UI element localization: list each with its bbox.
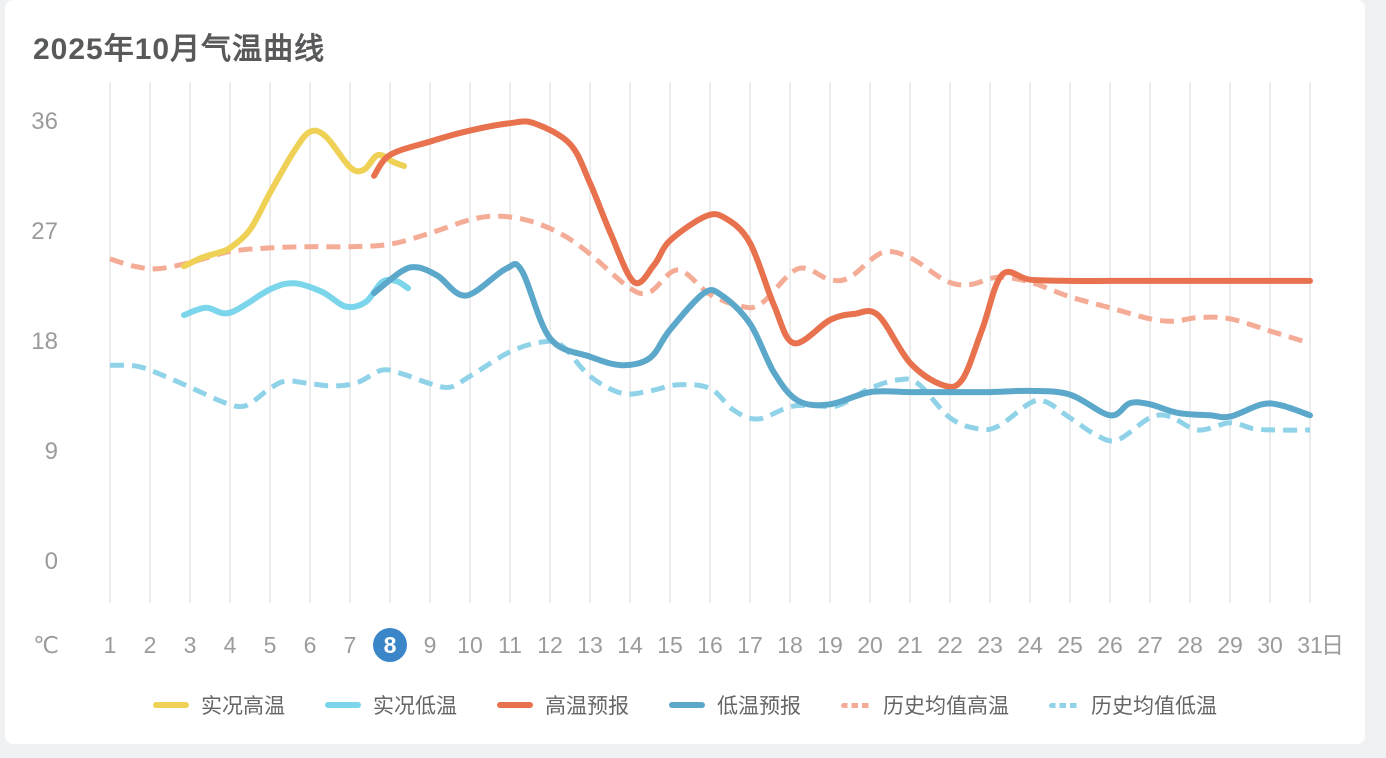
y-tick-18: 18 xyxy=(31,328,58,355)
x-tick-7[interactable]: 7 xyxy=(343,632,357,658)
legend-swatch-actual-high xyxy=(153,702,189,708)
legend-label-forecast-high: 高温预报 xyxy=(545,695,629,718)
x-tick-15[interactable]: 15 xyxy=(657,632,683,658)
y-tick-27: 27 xyxy=(31,218,58,245)
legend-label-actual-high: 实况高温 xyxy=(201,695,285,718)
legend-label-hist-avg-low: 历史均值低温 xyxy=(1091,695,1217,718)
legend-swatch-hist-avg-high xyxy=(841,702,871,708)
legend-item-forecast-low[interactable]: 低温预报 xyxy=(669,690,801,720)
selected-day-badge[interactable]: 8 xyxy=(373,628,407,662)
x-tick-6[interactable]: 6 xyxy=(303,632,317,658)
x-tick-26[interactable]: 26 xyxy=(1097,632,1123,658)
x-tick-29[interactable]: 29 xyxy=(1217,632,1243,658)
y-axis-unit-label: ℃ xyxy=(33,632,59,658)
x-tick-5[interactable]: 5 xyxy=(263,632,277,658)
legend-item-actual-low[interactable]: 实况低温 xyxy=(325,690,457,720)
y-tick-0: 0 xyxy=(44,548,58,575)
x-tick-13[interactable]: 13 xyxy=(577,632,603,658)
x-tick-1[interactable]: 1 xyxy=(103,632,117,658)
x-tick-27[interactable]: 27 xyxy=(1137,632,1163,658)
x-tick-31[interactable]: 31 xyxy=(1297,632,1323,658)
chart-title: 2025年10月气温曲线 xyxy=(33,33,326,66)
x-tick-18[interactable]: 18 xyxy=(777,632,803,658)
x-tick-22[interactable]: 22 xyxy=(937,632,963,658)
legend-label-forecast-low: 低温预报 xyxy=(717,695,801,718)
legend-label-actual-low: 实况低温 xyxy=(373,695,457,718)
legend-item-hist-avg-high[interactable]: 历史均值高温 xyxy=(841,690,1009,720)
x-tick-12[interactable]: 12 xyxy=(537,632,563,658)
x-tick-23[interactable]: 23 xyxy=(977,632,1003,658)
legend-item-actual-high[interactable]: 实况高温 xyxy=(153,690,285,720)
x-tick-3[interactable]: 3 xyxy=(183,632,197,658)
x-tick-20[interactable]: 20 xyxy=(857,632,883,658)
x-tick-4[interactable]: 4 xyxy=(223,632,237,658)
legend-swatch-actual-low xyxy=(325,702,361,708)
y-tick-36: 36 xyxy=(31,108,58,135)
x-tick-10[interactable]: 10 xyxy=(457,632,483,658)
x-tick-25[interactable]: 25 xyxy=(1057,632,1083,658)
legend-label-hist-avg-high: 历史均值高温 xyxy=(883,695,1009,718)
x-tick-2[interactable]: 2 xyxy=(143,632,157,658)
x-tick-11[interactable]: 11 xyxy=(498,632,522,658)
legend-swatch-forecast-low xyxy=(669,702,705,708)
legend-swatch-forecast-high xyxy=(497,702,533,708)
x-tick-24[interactable]: 24 xyxy=(1017,632,1043,658)
x-tick-14[interactable]: 14 xyxy=(617,632,643,658)
legend-item-forecast-high[interactable]: 高温预报 xyxy=(497,690,629,720)
x-tick-19[interactable]: 19 xyxy=(817,632,843,658)
chart-legend: 实况高温 实况低温 高温预报 低温预报 历史均值高温 历史均值低温 xyxy=(5,689,1365,721)
x-tick-21[interactable]: 21 xyxy=(897,632,923,658)
y-tick-9: 9 xyxy=(44,438,58,465)
x-tick-16[interactable]: 16 xyxy=(697,632,723,658)
legend-swatch-hist-avg-low xyxy=(1049,702,1079,708)
x-tick-30[interactable]: 30 xyxy=(1257,632,1283,658)
legend-item-hist-avg-low[interactable]: 历史均值低温 xyxy=(1049,690,1217,720)
x-tick-17[interactable]: 17 xyxy=(737,632,763,658)
x-tick-28[interactable]: 28 xyxy=(1177,632,1203,658)
x-axis-day-suffix: 日 xyxy=(1321,632,1344,658)
x-tick-9[interactable]: 9 xyxy=(423,632,437,658)
